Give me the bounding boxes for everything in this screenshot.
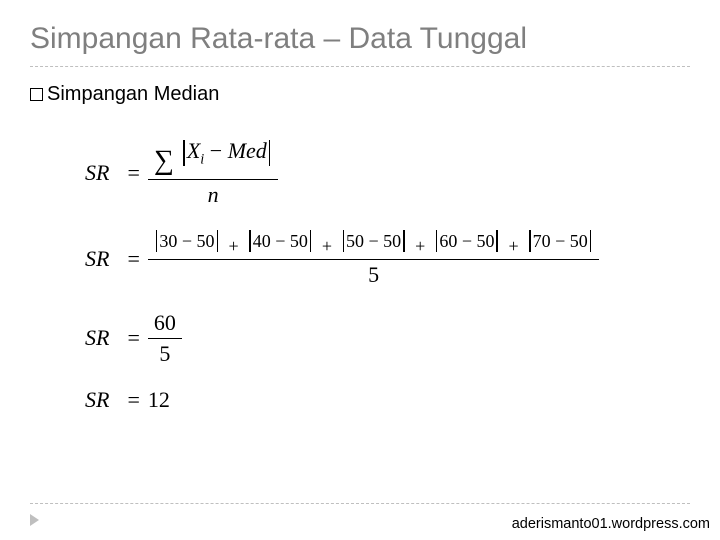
bullet-text: Simpangan Median (47, 83, 219, 106)
formula-substituted: SR = 30 − 50 + 40 − 50 + 50 − 50 + 60 − … (85, 228, 690, 290)
formula-block: SR = ∑ Xi − Med n SR = 30 − 50 + 40 − 50… (30, 136, 690, 413)
footer-arrow-icon (30, 514, 39, 526)
formula-result: SR = 12 (85, 387, 690, 413)
formula-general: SR = ∑ Xi − Med n (85, 136, 690, 210)
bullet-item: Simpangan Median (30, 83, 690, 106)
checkbox-icon (30, 88, 43, 101)
page-title: Simpangan Rata-rata – Data Tunggal (30, 22, 690, 67)
footer-divider (30, 503, 690, 504)
formula-simplified: SR = 60 5 (85, 308, 690, 369)
footer-url: aderismanto01.wordpress.com (512, 516, 710, 532)
